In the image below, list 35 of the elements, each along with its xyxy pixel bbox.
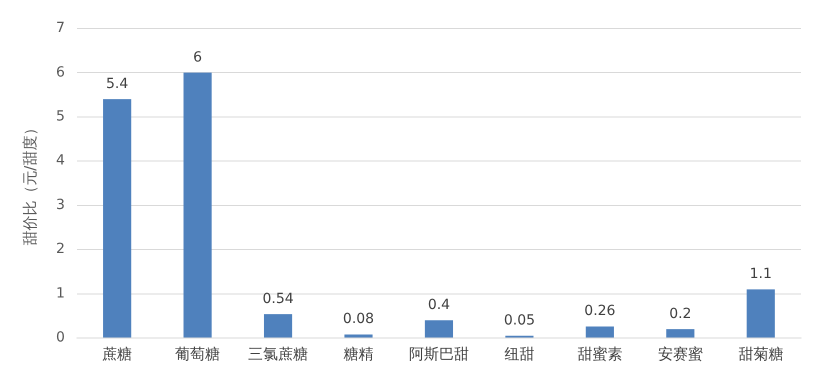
bar — [184, 72, 212, 338]
data-label: 0.2 — [669, 306, 692, 322]
bar — [586, 326, 614, 338]
bar — [424, 320, 454, 338]
x-tick-label: 阿斯巴甜 — [408, 344, 469, 363]
x-tick-label: 甜蜜素 — [577, 344, 622, 363]
bar — [666, 329, 694, 338]
x-tick-label: 糖精 — [344, 344, 374, 363]
bar — [344, 334, 373, 338]
x-tick-label: 葡萄糖 — [175, 344, 220, 363]
data-label: 0.08 — [342, 311, 374, 328]
data-label: 6 — [193, 49, 202, 66]
y-tick-label: 6 — [56, 64, 65, 80]
bar — [103, 99, 132, 338]
y-tick-label: 7 — [56, 20, 65, 36]
y-tick-label: 5 — [56, 108, 65, 124]
data-label: 5.4 — [106, 76, 128, 92]
y-tick-label: 0 — [56, 330, 65, 346]
bar — [264, 314, 292, 338]
data-label: 0.05 — [504, 312, 535, 328]
bar — [746, 289, 775, 338]
data-label: 0.4 — [428, 296, 450, 313]
data-label: 0.54 — [262, 290, 294, 307]
data-label: 1.1 — [750, 266, 772, 282]
x-tick-label: 三氯蔗糖 — [248, 344, 308, 363]
data-label: 0.26 — [584, 303, 616, 320]
x-tick-label: 蔗糖 — [102, 344, 132, 363]
y-tick-label: 4 — [56, 152, 65, 169]
x-tick-label: 安赛蜜 — [658, 344, 703, 363]
y-tick-label: 2 — [56, 241, 65, 258]
y-axis-title: 甜价比（元/甜度） — [20, 120, 39, 246]
y-tick-label: 1 — [56, 285, 65, 302]
x-tick-label: 甜菊糖 — [738, 344, 784, 363]
y-tick-label: 3 — [56, 196, 65, 213]
x-tick-label: 纽甜 — [504, 344, 534, 363]
